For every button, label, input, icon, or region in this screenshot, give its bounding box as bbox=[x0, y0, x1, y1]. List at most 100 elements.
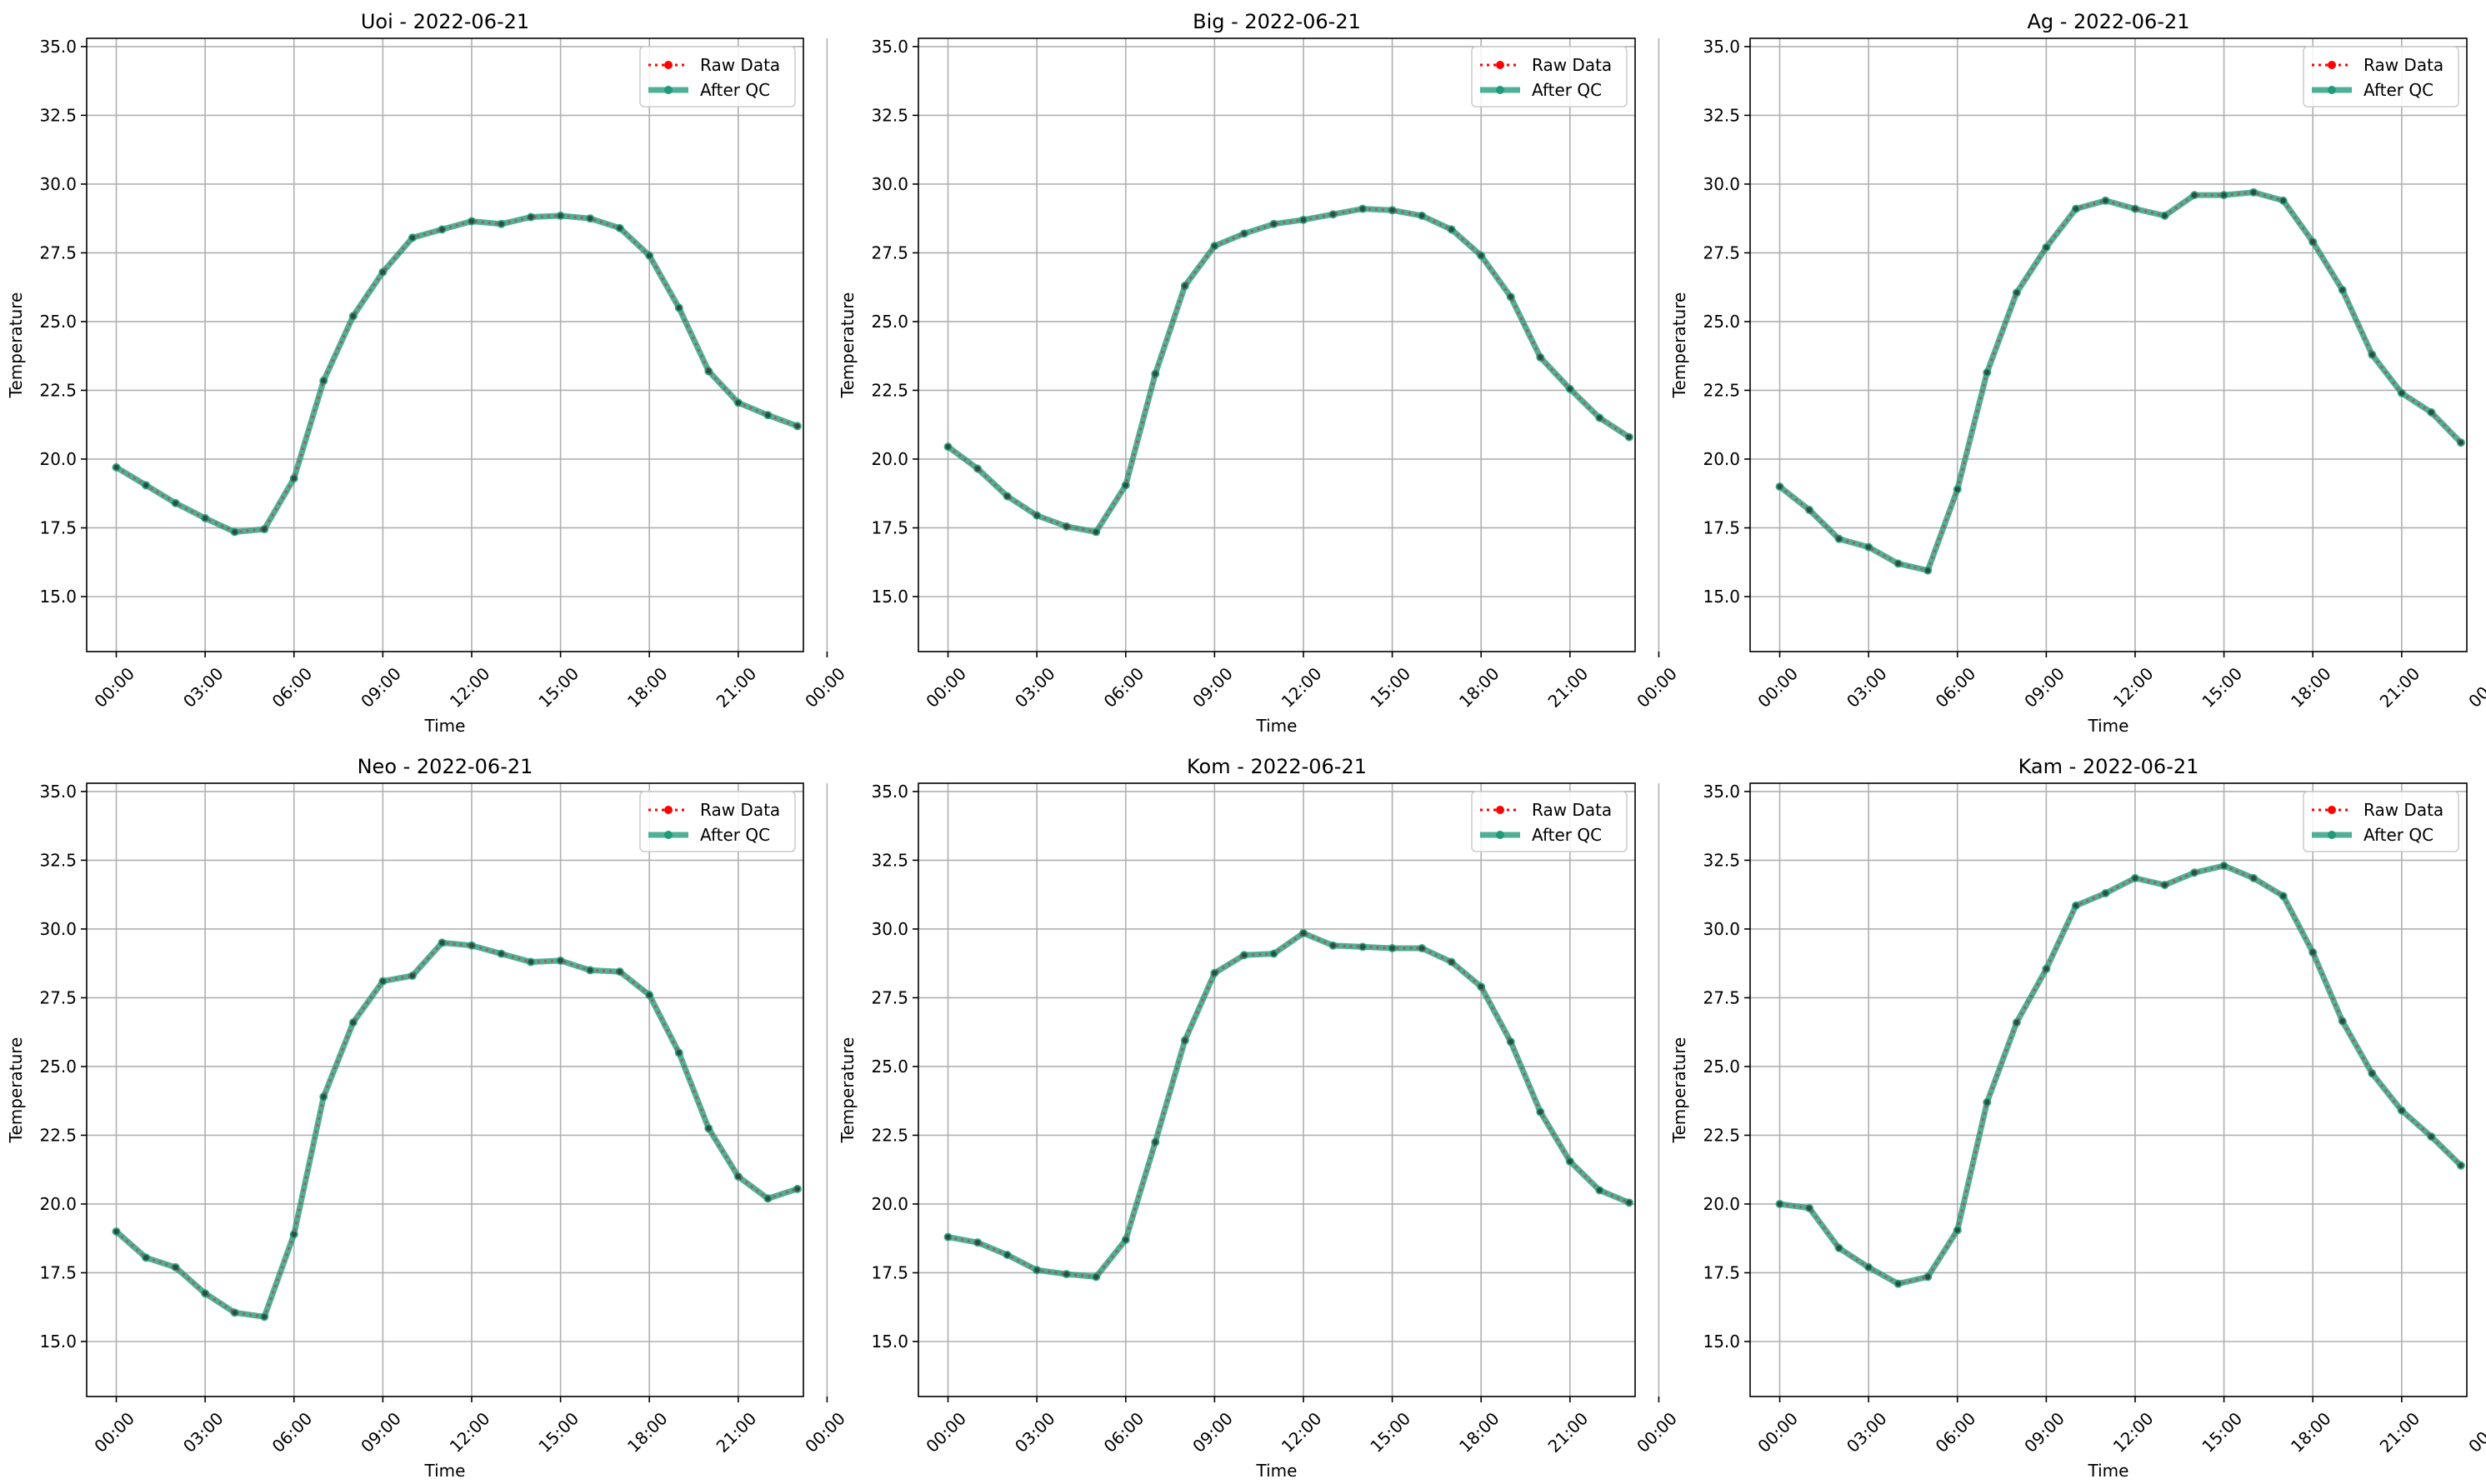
series-line-after-qc bbox=[947, 930, 1631, 1280]
raw-data-point bbox=[1865, 544, 1872, 550]
raw-data-point bbox=[1836, 1245, 1842, 1251]
legend-marker-raw-data bbox=[2328, 61, 2336, 69]
raw-data-point bbox=[1538, 1109, 1543, 1115]
y-tick-label: 15.0 bbox=[871, 587, 908, 607]
raw-data-point bbox=[2369, 352, 2375, 357]
y-tick-label: 22.5 bbox=[39, 380, 77, 400]
raw-data-point bbox=[2250, 875, 2257, 882]
raw-data-point bbox=[2191, 870, 2198, 876]
y-axis-label: Temperature bbox=[6, 292, 26, 399]
x-tick-label: 15:00 bbox=[1366, 663, 1414, 712]
raw-data-point bbox=[1004, 493, 1010, 499]
y-axis-label: Temperature bbox=[1669, 1037, 1689, 1144]
series-line-after-qc bbox=[1778, 189, 2463, 574]
y-tick-label: 35.0 bbox=[1703, 37, 1740, 57]
chart-title: Neo - 2022-06-21 bbox=[358, 755, 533, 778]
raw-data-point bbox=[409, 972, 416, 979]
raw-data-point bbox=[1626, 434, 1633, 440]
y-tick-label: 17.5 bbox=[39, 1262, 77, 1282]
raw-data-point bbox=[409, 235, 416, 241]
raw-data-point bbox=[1418, 212, 1425, 219]
raw-data-point bbox=[2428, 409, 2434, 416]
raw-data-point bbox=[1478, 984, 1484, 990]
raw-data-point bbox=[262, 1314, 268, 1320]
x-tick-label: 21:00 bbox=[2376, 663, 2424, 712]
series-line-raw-data bbox=[115, 941, 798, 1318]
x-tick-label: 12:00 bbox=[2109, 663, 2158, 712]
raw-data-point bbox=[498, 951, 504, 957]
x-tick-label: 00:00 bbox=[2464, 1408, 2486, 1457]
y-tick-label: 15.0 bbox=[871, 1332, 908, 1352]
raw-data-point bbox=[1925, 567, 1931, 573]
raw-data-point bbox=[1597, 1187, 1603, 1193]
legend-label-raw-data: Raw Data bbox=[1532, 55, 1612, 75]
raw-data-point bbox=[1954, 1227, 1960, 1233]
raw-data-point bbox=[350, 1019, 357, 1026]
series-line-raw-data bbox=[1779, 864, 2462, 1286]
series-line-after-qc bbox=[114, 212, 799, 535]
series-line-after-qc bbox=[114, 939, 798, 1320]
x-tick-label: 12:00 bbox=[446, 663, 494, 712]
x-tick-label: 00:00 bbox=[1633, 663, 1681, 712]
y-tick-label: 20.0 bbox=[871, 1194, 908, 1214]
raw-data-point bbox=[2103, 890, 2108, 897]
raw-data-point bbox=[558, 212, 563, 219]
raw-data-point bbox=[945, 1234, 951, 1240]
legend-marker-raw-data bbox=[2328, 806, 2336, 814]
x-tick-label: 06:00 bbox=[1932, 1408, 1980, 1457]
y-tick-label: 35.0 bbox=[871, 37, 908, 57]
raw-data-point bbox=[1330, 212, 1336, 217]
x-tick-label: 18:00 bbox=[1455, 1408, 1503, 1457]
raw-data-point bbox=[1271, 221, 1277, 227]
x-tick-label: 03:00 bbox=[1843, 1408, 1891, 1457]
raw-data-point bbox=[291, 1232, 297, 1237]
raw-data-point bbox=[173, 1264, 178, 1271]
y-tick-label: 25.0 bbox=[39, 1057, 77, 1077]
raw-data-point bbox=[1777, 1201, 1783, 1207]
raw-data-point bbox=[498, 221, 504, 227]
series-line-after-qc bbox=[1779, 862, 2463, 1287]
legend-marker-after-qc bbox=[664, 86, 673, 94]
x-tick-label: 12:00 bbox=[1278, 663, 1326, 712]
raw-data-point bbox=[2310, 949, 2316, 956]
legend-marker-raw-data bbox=[664, 806, 673, 814]
raw-data-point bbox=[2369, 1070, 2375, 1077]
y-axis-label: Temperature bbox=[1669, 292, 1689, 399]
chart-panel-5: 15.0 17.5 20.0 22.5 25.0 27.5 30.0 32.5 35.0 00:0… bbox=[1669, 755, 2486, 1481]
raw-data-point bbox=[380, 978, 386, 984]
x-tick-label: 15:00 bbox=[2198, 1408, 2246, 1457]
raw-data-point bbox=[1182, 1037, 1188, 1043]
y-tick-label: 15.0 bbox=[39, 1332, 77, 1352]
y-tick-label: 22.5 bbox=[871, 1125, 908, 1145]
x-tick-label: 18:00 bbox=[2287, 1408, 2335, 1457]
raw-data-point bbox=[2132, 875, 2138, 882]
raw-data-point bbox=[2043, 244, 2049, 251]
y-tick-label: 35.0 bbox=[39, 782, 77, 802]
raw-data-point bbox=[1359, 944, 1366, 950]
raw-data-point bbox=[587, 967, 593, 973]
legend-marker-after-qc bbox=[1496, 86, 1504, 94]
raw-data-point bbox=[143, 1255, 149, 1261]
raw-data-point bbox=[1153, 1139, 1158, 1145]
raw-data-point bbox=[1063, 1271, 1069, 1277]
raw-data-point bbox=[1954, 487, 1960, 492]
raw-data-point bbox=[113, 464, 119, 471]
x-tick-label: 06:00 bbox=[1932, 663, 1980, 712]
x-tick-label: 03:00 bbox=[179, 1408, 228, 1457]
chart-panel-1: 15.0 17.5 20.0 22.5 25.0 27.5 30.0 32.5 35.0 00:0… bbox=[838, 10, 1681, 736]
y-tick-label: 20.0 bbox=[871, 449, 908, 469]
x-tick-label: 15:00 bbox=[2198, 663, 2246, 712]
x-tick-label: 00:00 bbox=[1753, 1408, 1802, 1457]
y-tick-label: 17.5 bbox=[39, 517, 77, 537]
y-tick-label: 15.0 bbox=[1703, 587, 1740, 607]
raw-data-point bbox=[1418, 945, 1425, 952]
chart-panel-3: 15.0 17.5 20.0 22.5 25.0 27.5 30.0 32.5 35.0 00:0… bbox=[6, 755, 849, 1481]
x-tick-label: 09:00 bbox=[1188, 663, 1237, 712]
raw-data-point bbox=[2458, 1162, 2464, 1168]
raw-data-point bbox=[321, 1094, 327, 1100]
y-tick-label: 25.0 bbox=[1703, 312, 1740, 332]
chart-title: Kam - 2022-06-21 bbox=[2018, 755, 2199, 778]
chart-panel-4: 15.0 17.5 20.0 22.5 25.0 27.5 30.0 32.5 35.0 00:0… bbox=[838, 755, 1681, 1481]
raw-data-point bbox=[1895, 1281, 1901, 1287]
x-tick-label: 06:00 bbox=[1100, 663, 1148, 712]
